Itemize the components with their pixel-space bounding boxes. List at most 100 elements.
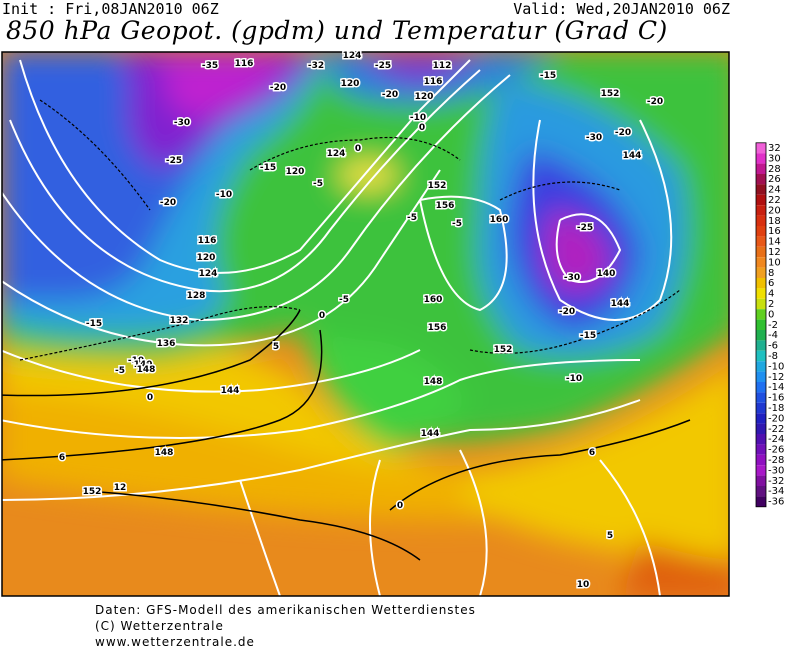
contour-label: 148 xyxy=(424,377,443,387)
colorbar-label: 4 xyxy=(768,289,774,300)
contour-label: 128 xyxy=(187,291,206,301)
contour-label: 124 xyxy=(343,51,362,61)
contour-label: -5 xyxy=(313,179,323,189)
colorbar-segment xyxy=(756,309,766,320)
contour-label: 120 xyxy=(286,167,305,177)
colorbar-segment xyxy=(756,361,766,372)
colorbar-segment xyxy=(756,330,766,341)
contour-label: 6 xyxy=(589,448,595,458)
contour-label: -5 xyxy=(339,295,349,305)
colorbar-label: -4 xyxy=(768,330,778,341)
contour-label: 144 xyxy=(611,299,630,309)
colorbar-label: 0 xyxy=(768,309,774,320)
map-title: 850 hPa Geopot. (gpdm) und Temperatur (G… xyxy=(6,16,668,45)
colorbar-segment xyxy=(756,236,766,247)
contour-label: -10 xyxy=(216,190,232,200)
colorbar-segment xyxy=(756,465,766,476)
colorbar-label: -18 xyxy=(768,403,784,414)
contour-label: 6 xyxy=(59,453,65,463)
colorbar-label: -32 xyxy=(768,476,784,487)
colorbar-label: -8 xyxy=(768,351,778,362)
colorbar-label: -2 xyxy=(768,320,778,331)
colorbar-segment xyxy=(756,319,766,330)
contour-label: 116 xyxy=(424,77,443,87)
colorbar-label: -26 xyxy=(768,445,784,456)
contour-label: 0 xyxy=(397,501,403,511)
contour-label: 0 xyxy=(319,311,325,321)
contour-label: -30 xyxy=(174,118,190,128)
colorbar-segment xyxy=(756,402,766,414)
contour-label: 0 xyxy=(147,393,153,403)
footer-url: www.wetterzentrale.de xyxy=(95,635,255,649)
colorbar-segment xyxy=(756,382,766,393)
contour-label: 152 xyxy=(83,487,102,497)
contour-label: 112 xyxy=(433,61,452,71)
colorbar-segment xyxy=(756,215,766,226)
colorbar-label: -28 xyxy=(768,455,784,466)
colorbar-segment xyxy=(756,257,766,268)
colorbar-label: 32 xyxy=(768,143,781,154)
colorbar-segment xyxy=(756,486,766,497)
colorbar-segment xyxy=(756,413,766,424)
contour-label: 156 xyxy=(428,323,447,333)
contour-label: -10 xyxy=(410,113,426,123)
colorbar-segment xyxy=(756,246,766,258)
contour-label: 152 xyxy=(428,181,447,191)
colorbar-segment xyxy=(756,475,766,486)
temperature-contours xyxy=(19,99,681,361)
colorbar-segment xyxy=(756,444,766,455)
zero-contours xyxy=(2,309,691,561)
contour-label: 120 xyxy=(197,253,216,263)
contour-label: -15 xyxy=(540,71,556,81)
colorbar-label: -34 xyxy=(768,486,784,497)
contour-label: 0 xyxy=(355,144,361,154)
colorbar-label: 26 xyxy=(768,174,781,185)
contour-label: 5 xyxy=(607,531,613,541)
colorbar-segment xyxy=(756,298,766,310)
colorbar-segment xyxy=(756,226,766,237)
contour-label: 0 xyxy=(419,123,425,133)
contour-label: -15 xyxy=(580,331,596,341)
colorbar-label: -10 xyxy=(768,361,784,372)
colorbar-label: 16 xyxy=(768,226,781,237)
contour-label: 12 xyxy=(114,483,127,493)
contour-label: -20 xyxy=(647,97,663,107)
contour-label: 132 xyxy=(170,316,189,326)
contour-label: -5 xyxy=(115,366,125,376)
contour-label: -30 xyxy=(586,133,602,143)
contour-label: 160 xyxy=(424,295,443,305)
colorbar-segment xyxy=(756,423,766,434)
contour-label: 144 xyxy=(623,151,642,161)
colorbar-label: 12 xyxy=(768,247,781,258)
contour-label: 144 xyxy=(421,429,440,439)
contour-label: 120 xyxy=(415,92,434,102)
contour-label: 152 xyxy=(601,89,620,99)
colorbar-label: -14 xyxy=(768,382,784,393)
contour-label: -25 xyxy=(577,223,593,233)
contour-label: -30 xyxy=(564,273,580,283)
colorbar-segment xyxy=(756,288,766,299)
colorbar-label: 28 xyxy=(768,164,781,175)
contour-label: -5 xyxy=(407,213,417,223)
colorbar-label: 14 xyxy=(768,237,781,248)
contour-label: 144 xyxy=(221,386,240,396)
contour-label: 136 xyxy=(157,339,176,349)
colorbar-segment xyxy=(756,205,766,216)
contour-label: 148 xyxy=(155,448,174,458)
colorbar-label: 10 xyxy=(768,257,781,268)
contour-label: 124 xyxy=(327,149,346,159)
colorbar-segment xyxy=(756,267,766,278)
contour-label: 120 xyxy=(341,79,360,89)
geopotential-contours xyxy=(2,59,673,596)
contour-label: 140 xyxy=(134,360,153,370)
colorbar-segment xyxy=(756,184,766,195)
colorbar-label: 22 xyxy=(768,195,781,206)
contour-label: 10 xyxy=(577,580,590,590)
colorbar-segment xyxy=(756,392,766,403)
contour-label: 116 xyxy=(235,59,254,69)
colorbar-label: 8 xyxy=(768,268,774,279)
contour-label: 140 xyxy=(597,269,616,279)
contour-label: 156 xyxy=(436,201,455,211)
footer-source: Daten: GFS-Modell des amerikanischen Wet… xyxy=(95,603,476,617)
